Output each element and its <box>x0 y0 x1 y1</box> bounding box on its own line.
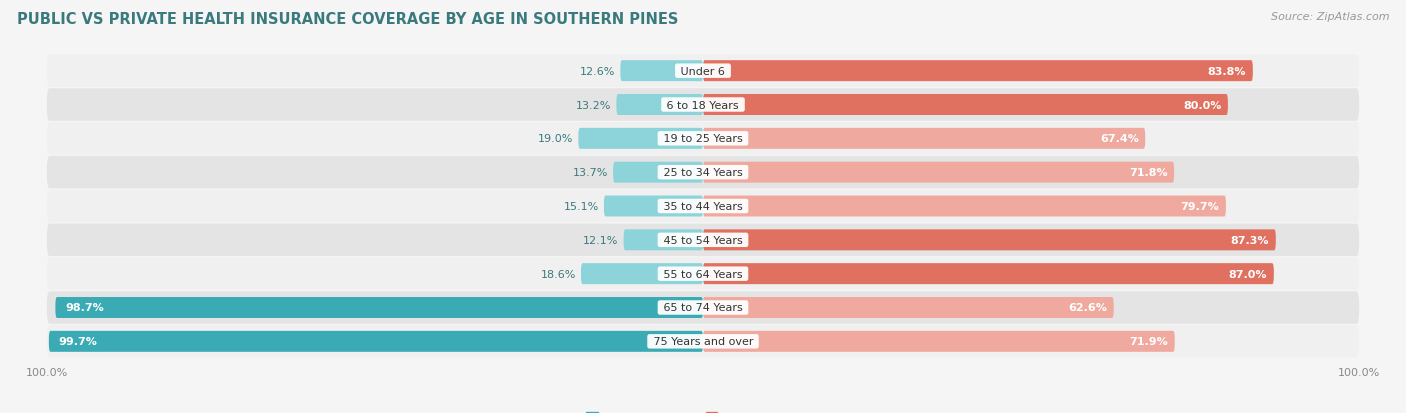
FancyBboxPatch shape <box>46 292 1360 324</box>
Text: 13.7%: 13.7% <box>572 168 607 178</box>
FancyBboxPatch shape <box>46 190 1360 223</box>
FancyBboxPatch shape <box>55 297 703 318</box>
Text: 55 to 64 Years: 55 to 64 Years <box>659 269 747 279</box>
Text: 71.8%: 71.8% <box>1129 168 1167 178</box>
Text: 79.7%: 79.7% <box>1181 202 1219 211</box>
FancyBboxPatch shape <box>620 61 703 82</box>
Text: 12.6%: 12.6% <box>579 66 614 76</box>
Text: 25 to 34 Years: 25 to 34 Years <box>659 168 747 178</box>
FancyBboxPatch shape <box>46 325 1360 358</box>
FancyBboxPatch shape <box>605 196 703 217</box>
FancyBboxPatch shape <box>703 61 1253 82</box>
Text: 83.8%: 83.8% <box>1208 66 1246 76</box>
Text: 87.3%: 87.3% <box>1230 235 1270 245</box>
Text: 67.4%: 67.4% <box>1099 134 1139 144</box>
Text: 71.9%: 71.9% <box>1129 337 1168 347</box>
Text: 45 to 54 Years: 45 to 54 Years <box>659 235 747 245</box>
Text: 65 to 74 Years: 65 to 74 Years <box>659 303 747 313</box>
FancyBboxPatch shape <box>46 258 1360 290</box>
Text: 35 to 44 Years: 35 to 44 Years <box>659 202 747 211</box>
FancyBboxPatch shape <box>703 263 1274 285</box>
FancyBboxPatch shape <box>46 157 1360 189</box>
Text: 6 to 18 Years: 6 to 18 Years <box>664 100 742 110</box>
Text: 12.1%: 12.1% <box>583 235 619 245</box>
Text: 18.6%: 18.6% <box>540 269 575 279</box>
FancyBboxPatch shape <box>703 196 1226 217</box>
Text: Source: ZipAtlas.com: Source: ZipAtlas.com <box>1271 12 1389 22</box>
FancyBboxPatch shape <box>703 297 1114 318</box>
FancyBboxPatch shape <box>703 128 1146 150</box>
Legend: Public Insurance, Private Insurance: Public Insurance, Private Insurance <box>582 408 824 413</box>
FancyBboxPatch shape <box>703 162 1174 183</box>
FancyBboxPatch shape <box>46 123 1360 155</box>
Text: 75 Years and over: 75 Years and over <box>650 337 756 347</box>
FancyBboxPatch shape <box>703 230 1275 251</box>
FancyBboxPatch shape <box>581 263 703 285</box>
FancyBboxPatch shape <box>616 95 703 116</box>
FancyBboxPatch shape <box>49 331 703 352</box>
Text: Under 6: Under 6 <box>678 66 728 76</box>
Text: 15.1%: 15.1% <box>564 202 599 211</box>
FancyBboxPatch shape <box>613 162 703 183</box>
FancyBboxPatch shape <box>46 55 1360 88</box>
FancyBboxPatch shape <box>46 89 1360 121</box>
FancyBboxPatch shape <box>578 128 703 150</box>
Text: 87.0%: 87.0% <box>1229 269 1267 279</box>
Text: 19 to 25 Years: 19 to 25 Years <box>659 134 747 144</box>
Text: 99.7%: 99.7% <box>59 337 97 347</box>
FancyBboxPatch shape <box>703 331 1175 352</box>
Text: 13.2%: 13.2% <box>576 100 612 110</box>
FancyBboxPatch shape <box>46 224 1360 256</box>
FancyBboxPatch shape <box>624 230 703 251</box>
Text: 19.0%: 19.0% <box>537 134 574 144</box>
Text: 80.0%: 80.0% <box>1182 100 1222 110</box>
Text: 98.7%: 98.7% <box>65 303 104 313</box>
Text: PUBLIC VS PRIVATE HEALTH INSURANCE COVERAGE BY AGE IN SOUTHERN PINES: PUBLIC VS PRIVATE HEALTH INSURANCE COVER… <box>17 12 678 27</box>
Text: 62.6%: 62.6% <box>1069 303 1107 313</box>
FancyBboxPatch shape <box>703 95 1227 116</box>
